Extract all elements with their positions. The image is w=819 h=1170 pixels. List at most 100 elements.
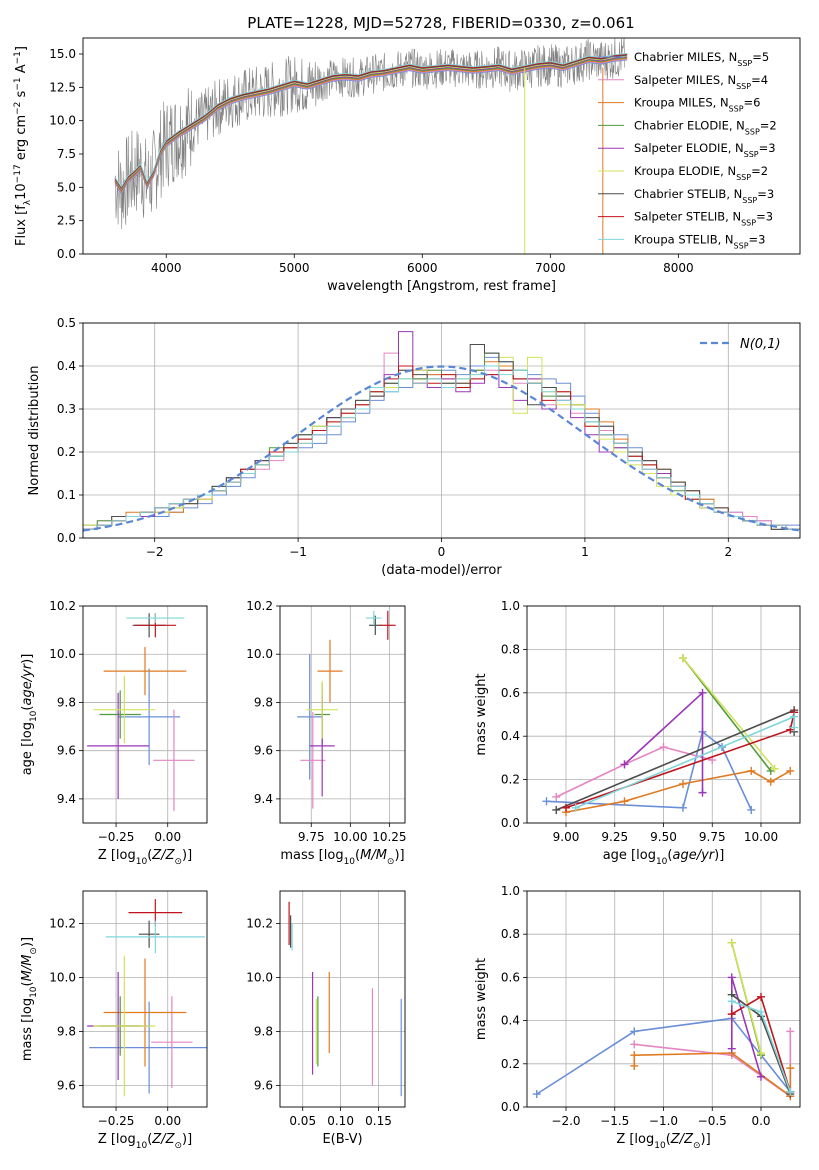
weight-marker	[757, 992, 765, 1001]
y-tick-label: 0.4	[57, 359, 76, 373]
panel-spectrum: 4000 5000 6000 7000 8000 0.0 2.5 5.0 7.5 10.0 12.5…	[13, 37, 801, 294]
y-tick-label: 9.8	[57, 1024, 76, 1038]
plot-area	[297, 610, 396, 809]
plot-area	[87, 613, 195, 811]
x-tick-label: 9.50	[650, 830, 677, 844]
y-tick-label: 10.0	[49, 970, 76, 984]
errorbar-point-8	[126, 613, 185, 623]
y-tick-label: 12.5	[49, 80, 76, 94]
errorbar-point-4	[87, 692, 150, 799]
weight-marker	[679, 654, 687, 663]
gaussian-curve	[83, 365, 800, 532]
x-tick-label: 0.15	[365, 1114, 392, 1128]
errorbar-point-2	[103, 958, 187, 1067]
y-tick-label: 0.2	[501, 1057, 520, 1071]
errorbar-point-7	[380, 610, 396, 640]
errorbar-point-8	[105, 920, 205, 954]
y-tick-label: 0.4	[501, 729, 520, 743]
weight-marker	[698, 788, 707, 797]
errorbar-point-3	[99, 690, 141, 739]
legend-label: Kroupa MILES, NSSP=6	[634, 96, 760, 114]
weight-line-4	[731, 977, 762, 1078]
weight-marker	[679, 779, 687, 788]
panel-Z_vs_mass: −0.25 0.00 9.6 9.8 10.0 10.2 Z [log10(Z/Z⊙)] ma…	[20, 890, 208, 1151]
errorbar-point-0	[118, 668, 181, 766]
x-tick-label: 1	[581, 545, 589, 559]
weight-marker	[757, 1007, 765, 1016]
weight-marker	[698, 688, 707, 697]
weight-marker	[727, 938, 736, 947]
x-tick-label: −0.25	[98, 830, 135, 844]
plot-area	[87, 899, 207, 1097]
x-tick-label: 2	[724, 545, 732, 559]
y-tick-label: 0.0	[57, 247, 76, 261]
axes-frame	[82, 890, 208, 1108]
weight-marker	[757, 1049, 765, 1057]
x-tick-label: 10.25	[372, 830, 406, 844]
y-tick-label: 9.6	[254, 1078, 273, 1092]
errorbar-point-6	[369, 615, 382, 635]
errorbar-point-5	[93, 955, 156, 1097]
x-axis-label: Z [log10(Z/Z⊙)]	[98, 1132, 192, 1151]
panel-age_vs_weight: 9.00 9.25 9.50 9.75 10.00 0.0 0.2 0.4 0.6 0.8 1.0 a…	[474, 599, 801, 867]
weight-line-6	[555, 708, 795, 811]
axes-frame	[526, 605, 801, 824]
y-tick-label: 0.8	[501, 927, 520, 941]
weight-marker	[620, 797, 629, 806]
axes-frame	[82, 37, 801, 255]
x-tick-label: 8000	[663, 261, 694, 275]
errorbar-point-5	[306, 680, 338, 739]
y-tick-label: 0.2	[501, 773, 520, 787]
weight-marker	[786, 1087, 795, 1096]
axes-frame	[82, 605, 208, 824]
y-axis-label: mass weight	[474, 958, 489, 1040]
y-tick-label: 0.0	[501, 816, 520, 830]
y-tick-label: 10.0	[246, 970, 273, 984]
y-tick-label: 9.6	[57, 1078, 76, 1092]
x-tick-label: −2.0	[551, 1114, 580, 1128]
panel-Z_vs_weight: −2.0 −1.5 −1.0 −0.5 0.0 0.0 0.2 0.4 0.6 0.8 1.0 Z […	[474, 884, 801, 1151]
weight-marker	[766, 777, 775, 786]
x-axis-label: mass [log10(M/M⊙)]	[280, 848, 404, 867]
panel-ebv_vs_mass: 0.05 0.10 0.15 9.6 9.8 10.0 10.2 E(B-V)	[246, 890, 406, 1147]
x-tick-label: 9.75	[298, 830, 325, 844]
plot-area	[542, 654, 799, 817]
plot-area	[114, 38, 628, 254]
errorbar-point-5	[93, 675, 156, 744]
x-tick-label: 0.00	[154, 830, 181, 844]
y-tick-label: 10.0	[49, 647, 76, 661]
weight-marker	[770, 764, 779, 773]
x-tick-label: 0	[438, 545, 446, 559]
weight-line-8	[575, 715, 795, 809]
weight-marker	[747, 766, 756, 775]
y-axis-label: mass [log10(M/M⊙)]	[20, 937, 39, 1061]
axes-frame	[82, 322, 801, 539]
legend-label: Salpeter ELODIE, NSSP=3	[634, 141, 776, 159]
model-spectrum-8	[114, 53, 628, 188]
x-tick-label: −0.25	[98, 1114, 135, 1128]
y-tick-label: 10.0	[49, 114, 76, 128]
y-tick-label: 10.2	[49, 916, 76, 930]
panel-residuals: −2 −1 0 1 2 0.0 0.1 0.2 0.3 0.4 0.5 (data-model)/er…	[27, 316, 801, 578]
y-tick-label: 9.8	[57, 695, 76, 709]
legend-label: Kroupa ELODIE, NSSP=2	[634, 164, 768, 182]
x-axis-label: wavelength [Angstrom, rest frame]	[327, 279, 556, 294]
weight-marker	[757, 1072, 765, 1081]
spectrum-legend: Chabrier MILES, NSSP=5 Salpeter MILES, NS…	[598, 50, 777, 250]
y-axis-label: Flux [fλ10−17 erg cm−2 s−1 A−1]	[13, 46, 33, 246]
errorbar-point-1	[151, 996, 193, 1089]
y-tick-label: 0.8	[501, 642, 520, 656]
errorbar-point-0	[89, 1001, 207, 1094]
x-axis-label: E(B-V)	[322, 1132, 362, 1147]
weight-marker	[552, 805, 561, 814]
weight-marker	[571, 803, 580, 812]
y-tick-label: 9.6	[254, 744, 273, 758]
weight-marker	[630, 1051, 639, 1060]
weight-marker	[562, 803, 570, 812]
y-tick-label: 10.2	[246, 599, 273, 613]
errorbar-point-0	[297, 654, 323, 780]
y-tick-label: 9.8	[254, 695, 273, 709]
y-tick-label: 9.4	[57, 792, 76, 806]
y-tick-label: 1.0	[501, 884, 520, 898]
weight-marker	[786, 766, 795, 775]
